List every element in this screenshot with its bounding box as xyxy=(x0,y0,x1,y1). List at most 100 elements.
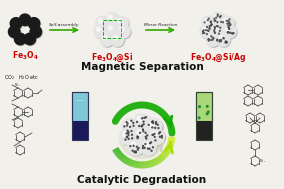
Circle shape xyxy=(224,26,237,39)
Circle shape xyxy=(137,149,138,150)
Circle shape xyxy=(137,116,142,122)
Circle shape xyxy=(108,26,112,30)
Circle shape xyxy=(226,27,230,31)
Circle shape xyxy=(206,113,208,115)
Circle shape xyxy=(123,132,128,137)
Circle shape xyxy=(224,19,228,23)
Circle shape xyxy=(217,15,218,16)
Circle shape xyxy=(221,41,222,42)
Circle shape xyxy=(227,32,228,33)
Circle shape xyxy=(223,25,236,38)
Circle shape xyxy=(229,22,230,23)
Circle shape xyxy=(150,130,166,146)
Circle shape xyxy=(139,125,140,126)
Circle shape xyxy=(212,23,224,36)
Circle shape xyxy=(134,113,150,129)
Circle shape xyxy=(217,14,218,15)
Circle shape xyxy=(227,23,228,24)
Circle shape xyxy=(135,115,151,131)
Circle shape xyxy=(143,121,144,122)
Circle shape xyxy=(143,124,144,125)
Circle shape xyxy=(154,136,155,137)
Circle shape xyxy=(11,19,23,30)
Circle shape xyxy=(210,25,211,26)
Circle shape xyxy=(217,33,230,46)
Circle shape xyxy=(219,36,223,40)
Circle shape xyxy=(135,152,136,153)
Circle shape xyxy=(144,147,145,148)
Circle shape xyxy=(210,22,211,23)
Circle shape xyxy=(211,36,212,37)
Text: CO$_2$   H$_2$O etc: CO$_2$ H$_2$O etc xyxy=(4,73,39,82)
Circle shape xyxy=(140,139,156,155)
Circle shape xyxy=(136,146,137,147)
Circle shape xyxy=(208,18,209,19)
Circle shape xyxy=(212,37,213,38)
Circle shape xyxy=(127,123,128,124)
Circle shape xyxy=(218,34,231,47)
Circle shape xyxy=(157,124,158,125)
Text: $\bf{Fe_3O_4@Si/Ag}$: $\bf{Fe_3O_4@Si/Ag}$ xyxy=(190,52,246,64)
Circle shape xyxy=(214,26,215,27)
Circle shape xyxy=(24,33,36,45)
Circle shape xyxy=(214,26,218,30)
Circle shape xyxy=(127,125,128,126)
Circle shape xyxy=(95,26,108,39)
Circle shape xyxy=(216,17,217,18)
Circle shape xyxy=(202,16,215,29)
Circle shape xyxy=(135,151,136,152)
Circle shape xyxy=(212,39,213,40)
Circle shape xyxy=(134,127,150,143)
Circle shape xyxy=(221,16,234,29)
Circle shape xyxy=(199,106,200,107)
Circle shape xyxy=(25,34,36,46)
Circle shape xyxy=(208,39,209,40)
Circle shape xyxy=(127,137,128,138)
Circle shape xyxy=(152,134,153,135)
Circle shape xyxy=(206,106,208,107)
Circle shape xyxy=(108,15,112,19)
Circle shape xyxy=(159,133,160,134)
Circle shape xyxy=(158,128,159,129)
Circle shape xyxy=(141,126,142,127)
Circle shape xyxy=(133,125,134,126)
Text: Catalytic Degradation: Catalytic Degradation xyxy=(78,175,206,185)
Bar xyxy=(103,20,121,38)
Circle shape xyxy=(142,125,143,126)
Text: $\bf{Fe_3O_4@Si}$: $\bf{Fe_3O_4@Si}$ xyxy=(91,52,133,64)
Circle shape xyxy=(214,31,215,32)
Circle shape xyxy=(128,132,129,133)
Circle shape xyxy=(202,33,203,34)
Circle shape xyxy=(125,139,126,140)
Circle shape xyxy=(111,33,124,46)
Circle shape xyxy=(213,38,214,39)
Circle shape xyxy=(219,40,220,41)
Circle shape xyxy=(225,42,226,43)
Circle shape xyxy=(132,138,133,139)
Circle shape xyxy=(151,150,152,151)
Circle shape xyxy=(10,18,22,29)
Circle shape xyxy=(203,17,216,30)
Circle shape xyxy=(94,25,107,38)
Circle shape xyxy=(151,132,156,137)
Circle shape xyxy=(112,34,125,47)
Circle shape xyxy=(153,123,154,124)
Circle shape xyxy=(122,118,138,134)
Circle shape xyxy=(123,119,139,135)
Circle shape xyxy=(134,152,135,153)
Circle shape xyxy=(105,23,118,36)
Circle shape xyxy=(116,17,129,30)
Circle shape xyxy=(113,36,117,40)
Circle shape xyxy=(161,137,162,138)
Circle shape xyxy=(208,111,209,113)
Circle shape xyxy=(121,130,137,146)
Circle shape xyxy=(147,135,148,136)
Circle shape xyxy=(137,136,138,137)
Circle shape xyxy=(100,33,113,46)
Circle shape xyxy=(222,17,235,30)
Circle shape xyxy=(143,142,149,147)
Circle shape xyxy=(214,18,215,19)
Circle shape xyxy=(212,12,224,26)
Circle shape xyxy=(201,26,214,39)
Circle shape xyxy=(103,36,107,40)
